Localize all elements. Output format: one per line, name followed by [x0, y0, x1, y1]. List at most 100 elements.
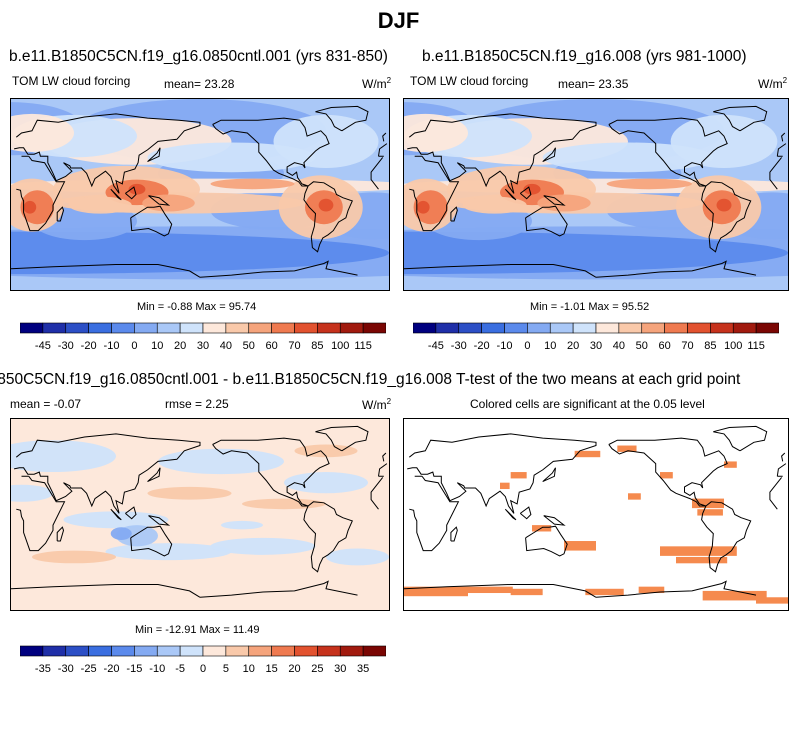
colorbar-box-12: [294, 645, 318, 657]
colorbar-tick-label: 40: [220, 340, 232, 352]
colorbar-box-7: [179, 322, 204, 334]
field-contour-25: [318, 198, 334, 212]
colorbar-tick-label: -10: [104, 340, 120, 352]
colorbar-tick-label: 50: [636, 340, 648, 352]
field-contour-18: [413, 190, 448, 225]
colorbar-tick-label: 100: [331, 340, 349, 352]
field-contour-7: [326, 548, 389, 566]
panel1-map: [10, 98, 390, 291]
colorbar-box-6: [549, 322, 574, 334]
panel4-map: [403, 418, 789, 611]
coastline-0: [409, 155, 782, 232]
colorbar-tick-label: 115: [747, 340, 765, 352]
colorbar-tick-label: -20: [474, 340, 490, 352]
colorbar-box-12: [294, 322, 318, 334]
coastline-4: [701, 501, 752, 573]
colorbar-tick-label: 25: [311, 663, 323, 675]
field-contour-6: [11, 484, 53, 502]
colorbar-box-15: [755, 322, 780, 334]
field-contour-0: [11, 440, 116, 473]
coastline-9: [148, 195, 171, 206]
significant-cell-15: [756, 597, 788, 604]
colorbar-box-9: [618, 322, 643, 334]
coastline-4: [303, 501, 353, 573]
coastline-7: [504, 508, 517, 521]
colorbar-tick-label: 35: [357, 663, 369, 675]
panel1-variable: TOM LW cloud forcing: [12, 74, 131, 88]
colorbar-tick-label: 85: [704, 340, 716, 352]
coastline-5: [315, 105, 369, 132]
field-contour-9: [110, 527, 132, 540]
field-contour-24: [416, 200, 430, 214]
colorbar-tick-label: -10: [149, 663, 165, 675]
coastline-8: [125, 186, 137, 200]
field-contour-5: [210, 537, 316, 555]
coastline-5: [713, 425, 768, 452]
colorbar-tick-label: 85: [311, 340, 323, 352]
coastline-8: [125, 506, 137, 520]
coastline-10: [56, 526, 65, 542]
field-contour-26: [523, 183, 541, 195]
colorbar-tick-label: 70: [681, 340, 693, 352]
significant-cell-3: [692, 498, 724, 509]
colorbar-tick-label: 0: [131, 340, 137, 352]
panel2-mean: mean= 23.35: [558, 77, 629, 91]
field-contour-13: [294, 444, 358, 458]
panel1-title: b.e11.B1850C5CN.f19_g16.0850cntl.001 (yr…: [9, 48, 388, 65]
colorbar-tick-label: 0: [524, 340, 530, 352]
coastline-9: [543, 195, 566, 206]
coastline-7: [110, 508, 122, 521]
colorbar-box-1: [42, 322, 67, 334]
colorbar-tick-label: -35: [35, 663, 51, 675]
colorbar-box-5: [134, 645, 158, 657]
colorbar-box-14: [732, 322, 757, 334]
field-contour-22: [68, 196, 132, 214]
field-contour-10: [147, 486, 232, 500]
panel2-units: W/m2: [758, 76, 788, 91]
colorbar-box-5: [134, 322, 158, 334]
colorbar-tick-label: 20: [567, 340, 579, 352]
coastline-5: [315, 425, 369, 452]
page-title: DJF: [377, 8, 420, 33]
colorbar-tick-label: 100: [724, 340, 742, 352]
coastline-0: [16, 155, 384, 232]
colorbar-tick-label: -30: [58, 340, 74, 352]
colorbar-box-14: [339, 645, 364, 657]
colorbar-box-0: [19, 645, 44, 657]
coastline-6: [404, 260, 757, 278]
field-contour-14: [221, 520, 263, 530]
coastline-3: [608, 437, 728, 507]
panel3-map: [10, 418, 390, 611]
colorbar-tick-label: -5: [175, 663, 185, 675]
coastline-2: [130, 205, 173, 237]
coastline-1: [13, 433, 388, 514]
field-contour-18: [20, 190, 55, 225]
colorbar-box-8: [202, 645, 227, 657]
panel3-title: b.e11.B1850C5CN.f19_g16.0850cntl.001 - b…: [0, 371, 452, 388]
field-contour-1: [158, 448, 284, 475]
significant-cell-7: [660, 546, 737, 556]
coastline-10: [56, 206, 65, 222]
colorbar-box-14: [339, 322, 364, 334]
panel2-title: b.e11.B1850C5CN.f19_g16.008 (yrs 981-100…: [422, 48, 747, 65]
field-contour-4: [63, 511, 169, 529]
coastline-5: [713, 105, 768, 132]
panel3-stats: Min = -12.91 Max = 11.49: [135, 624, 260, 636]
colorbar-box-7: [179, 645, 204, 657]
significant-cell-13: [638, 586, 665, 594]
panel3-units: W/m2: [362, 397, 392, 412]
coastline-2: [130, 525, 173, 557]
significant-cell-18: [510, 472, 527, 479]
coastline-4: [303, 181, 353, 253]
coastline-4: [701, 181, 752, 253]
field-contour-11: [11, 113, 74, 153]
significant-cell-1: [617, 445, 637, 452]
coastline-12: [147, 147, 161, 163]
colorbar-tick-label: 15: [266, 663, 278, 675]
colorbar-tick-label: 30: [590, 340, 602, 352]
colorbar-box-15: [362, 645, 387, 657]
colorbar-box-15: [362, 322, 387, 334]
colorbar-box-7: [572, 322, 597, 334]
colorbar-box-3: [88, 645, 112, 657]
coastline-11: [781, 132, 786, 142]
